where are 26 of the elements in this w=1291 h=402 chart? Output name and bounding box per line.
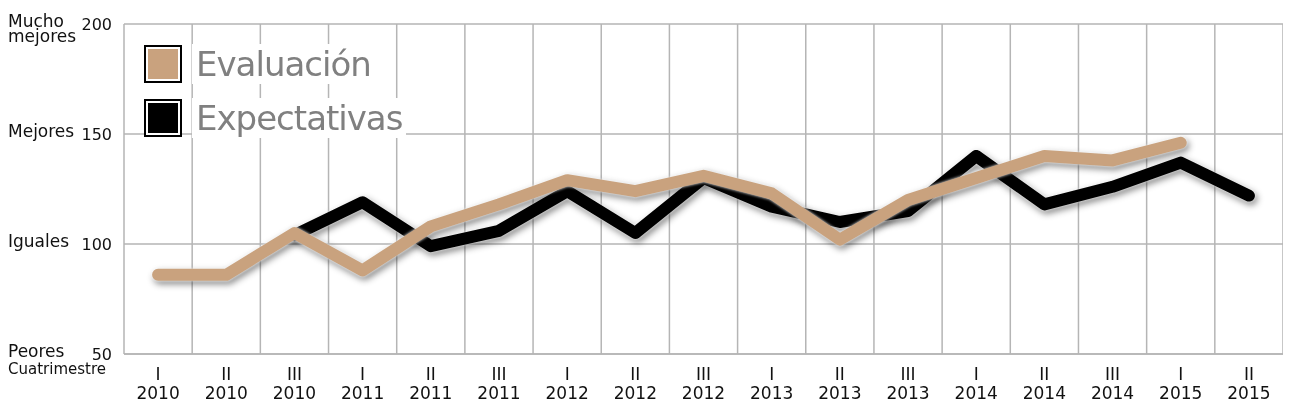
x-tick-label: III 2013 bbox=[886, 364, 930, 402]
legend-label: Evaluación bbox=[192, 44, 375, 84]
x-tick-label: I 2011 bbox=[340, 364, 385, 402]
y-tick-label: 200 bbox=[81, 15, 112, 34]
text: Peores bbox=[8, 341, 65, 361]
x-tick-label: III 2014 bbox=[1090, 364, 1135, 402]
x-tick-label: I 2010 bbox=[136, 364, 180, 402]
x-tick-label: I 2012 bbox=[545, 364, 589, 402]
x-tick-label: I 2014 bbox=[954, 364, 998, 402]
y-tick-label: 150 bbox=[81, 125, 112, 144]
x-tick-label: I 2015 bbox=[1159, 364, 1203, 402]
legend-label: Expectativas bbox=[192, 98, 407, 138]
x-tick-label: III 2012 bbox=[681, 364, 726, 402]
text: Mejores bbox=[8, 121, 75, 141]
x-tick-label: II 2012 bbox=[613, 364, 657, 402]
text: Iguales bbox=[8, 231, 70, 251]
text: Mucho mejores bbox=[8, 11, 77, 46]
x-tick-label: II 2011 bbox=[409, 364, 453, 402]
x-tick-label: I 2013 bbox=[750, 364, 794, 402]
x-tick-label: III 2011 bbox=[477, 364, 521, 402]
x-tick-label: II 2015 bbox=[1227, 364, 1271, 402]
y-tick-label: 100 bbox=[81, 235, 112, 254]
x-tick-label: II 2013 bbox=[818, 364, 862, 402]
x-tick-label: III 2010 bbox=[272, 364, 317, 402]
x-tick-label: II 2014 bbox=[1022, 364, 1067, 402]
x-tick-label: II 2010 bbox=[204, 364, 248, 402]
